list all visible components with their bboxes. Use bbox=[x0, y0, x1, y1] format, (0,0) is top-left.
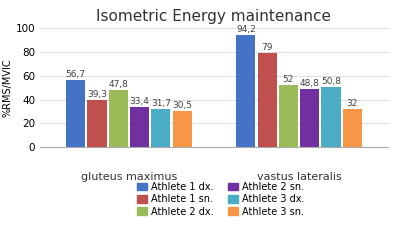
Text: 30,5: 30,5 bbox=[172, 101, 192, 110]
Bar bbox=[343, 109, 362, 147]
Legend: Athlete 1 dx., Athlete 1 sn., Athlete 2 dx., Athlete 2 sn., Athlete 3 dx., Athle: Athlete 1 dx., Athlete 1 sn., Athlete 2 … bbox=[134, 178, 308, 220]
Y-axis label: %RMS/MVIC: %RMS/MVIC bbox=[3, 58, 13, 117]
Bar bbox=[236, 35, 256, 147]
Text: 39,3: 39,3 bbox=[87, 91, 107, 100]
Bar bbox=[258, 53, 277, 147]
Bar bbox=[66, 80, 85, 147]
Bar bbox=[300, 89, 319, 147]
Text: 47,8: 47,8 bbox=[108, 80, 128, 89]
Bar bbox=[321, 87, 340, 147]
Text: 52: 52 bbox=[283, 75, 294, 84]
Bar bbox=[172, 111, 192, 147]
Text: 31,7: 31,7 bbox=[151, 100, 171, 109]
Text: 48,8: 48,8 bbox=[300, 79, 320, 88]
Text: vastus lateralis: vastus lateralis bbox=[257, 172, 342, 182]
Text: 79: 79 bbox=[262, 43, 273, 52]
Text: 33,4: 33,4 bbox=[130, 97, 150, 106]
Text: 32: 32 bbox=[346, 99, 358, 108]
Text: 56,7: 56,7 bbox=[66, 70, 86, 79]
Text: 50,8: 50,8 bbox=[321, 77, 341, 86]
Text: 94,2: 94,2 bbox=[236, 25, 256, 34]
Bar bbox=[279, 85, 298, 147]
Title: Isometric Energy maintenance: Isometric Energy maintenance bbox=[96, 9, 332, 24]
Bar bbox=[151, 109, 170, 147]
Bar bbox=[109, 90, 128, 147]
Text: gluteus maximus: gluteus maximus bbox=[81, 172, 177, 182]
Bar bbox=[130, 107, 149, 147]
Bar bbox=[88, 100, 107, 147]
